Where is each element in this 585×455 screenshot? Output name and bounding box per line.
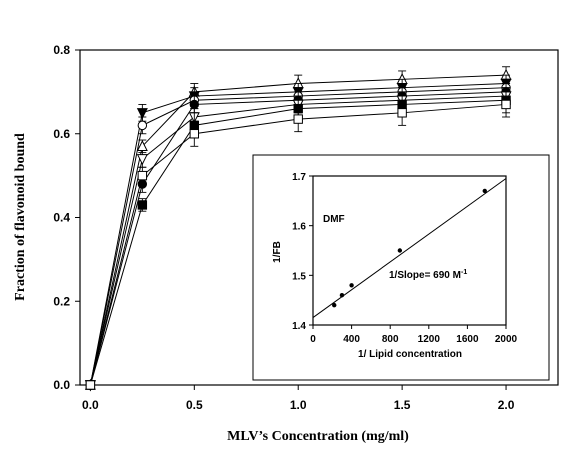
main-x-tick-label: 0.0: [82, 398, 99, 412]
main-data-point: [137, 170, 148, 181]
inset-background: [252, 154, 550, 381]
inset-x-tick-label: 0: [310, 334, 316, 345]
main-y-tick-label: 0.0: [53, 378, 70, 392]
inset-annotation-dmf: DMF: [323, 214, 345, 225]
inset-x-tick-label: 1600: [456, 334, 479, 345]
main-data-point: [136, 108, 148, 120]
main-data-point: [85, 380, 96, 390]
main-y-ticks: 0.0 0.2 0.4 0.6 0.8: [53, 43, 80, 392]
inset-data-point: [482, 188, 487, 194]
main-x-ticks: 0.0 0.5 1.0 1.5 2.0: [82, 385, 515, 412]
inset-x-tick-label: 2000: [495, 334, 518, 345]
main-x-tick-label: 1.5: [394, 398, 411, 412]
main-series-line: [89, 103, 507, 386]
main-data-point: [293, 114, 303, 124]
main-x-axis-label: MLV’s Concentration (mg/ml): [227, 429, 409, 444]
main-series-line: [89, 95, 507, 386]
inset-points-group: [312, 178, 507, 318]
main-series-6: [85, 91, 511, 390]
inset-data-point: [397, 248, 403, 253]
inset-x-ticks: 0 400 800 1200 1600 2000: [310, 325, 518, 345]
inset-y-tick-label: 1.4: [292, 321, 306, 332]
main-y-tick-label: 0.6: [53, 127, 70, 141]
inset-fit-line: [312, 178, 507, 318]
inset-slope-text: 1/Slope= 690 M: [389, 270, 461, 281]
inset-data-point: [332, 302, 337, 308]
inset-y-tick-label: 1.6: [292, 222, 306, 233]
main-series-line: [89, 91, 507, 386]
main-data-point: [137, 120, 148, 131]
main-plot: 0.0 0.5 1.0 1.5 2.0 0.0 0.2 0.4 0.6 0.8 MLV’s Co…: [13, 43, 559, 444]
main-series-line: [89, 99, 507, 386]
inset-slope-annotation: 1/Slope= 690 M-1: [389, 269, 467, 281]
inset-x-tick-label: 800: [382, 334, 399, 345]
main-data-point: [137, 200, 148, 210]
main-y-tick-label: 0.8: [53, 43, 70, 57]
inset-plot: 0 400 800 1200 1600 2000 1.4 1.5 1.6 1.7 DMF 1/S…: [252, 154, 550, 381]
inset-y-tick-label: 1.7: [292, 172, 306, 183]
inset-x-tick-label: 1200: [418, 334, 441, 345]
main-y-tick-label: 0.4: [53, 211, 70, 225]
inset-data-point: [339, 293, 345, 298]
main-x-tick-label: 2.0: [498, 398, 515, 412]
main-data-point: [136, 154, 148, 166]
main-series-line: [89, 74, 507, 386]
main-series-line: [89, 87, 507, 386]
main-data-point: [397, 108, 407, 118]
inset-data-point: [349, 283, 354, 288]
inset-slope-superscript: -1: [461, 269, 467, 276]
main-y-tick-label: 0.2: [53, 294, 70, 308]
inset-x-tick-label: 400: [343, 334, 360, 345]
inset-x-axis-label: 1/ Lipid concentration: [358, 349, 462, 360]
inset-y-axis-label: 1/FB: [272, 241, 283, 263]
inset-plot-frame: [312, 175, 507, 326]
inset-y-ticks: 1.4 1.5 1.6 1.7: [292, 172, 313, 332]
main-data-point: [189, 99, 200, 110]
main-y-axis-label: Fraction of flavonoid bound: [13, 133, 28, 301]
main-series-line: [89, 83, 507, 386]
main-data-point: [189, 129, 200, 139]
main-x-tick-label: 0.5: [186, 398, 203, 412]
main-x-tick-label: 1.0: [290, 398, 307, 412]
main-data-point: [501, 99, 511, 110]
inset-y-tick-label: 1.5: [292, 271, 306, 282]
main-series-group: [84, 66, 512, 392]
